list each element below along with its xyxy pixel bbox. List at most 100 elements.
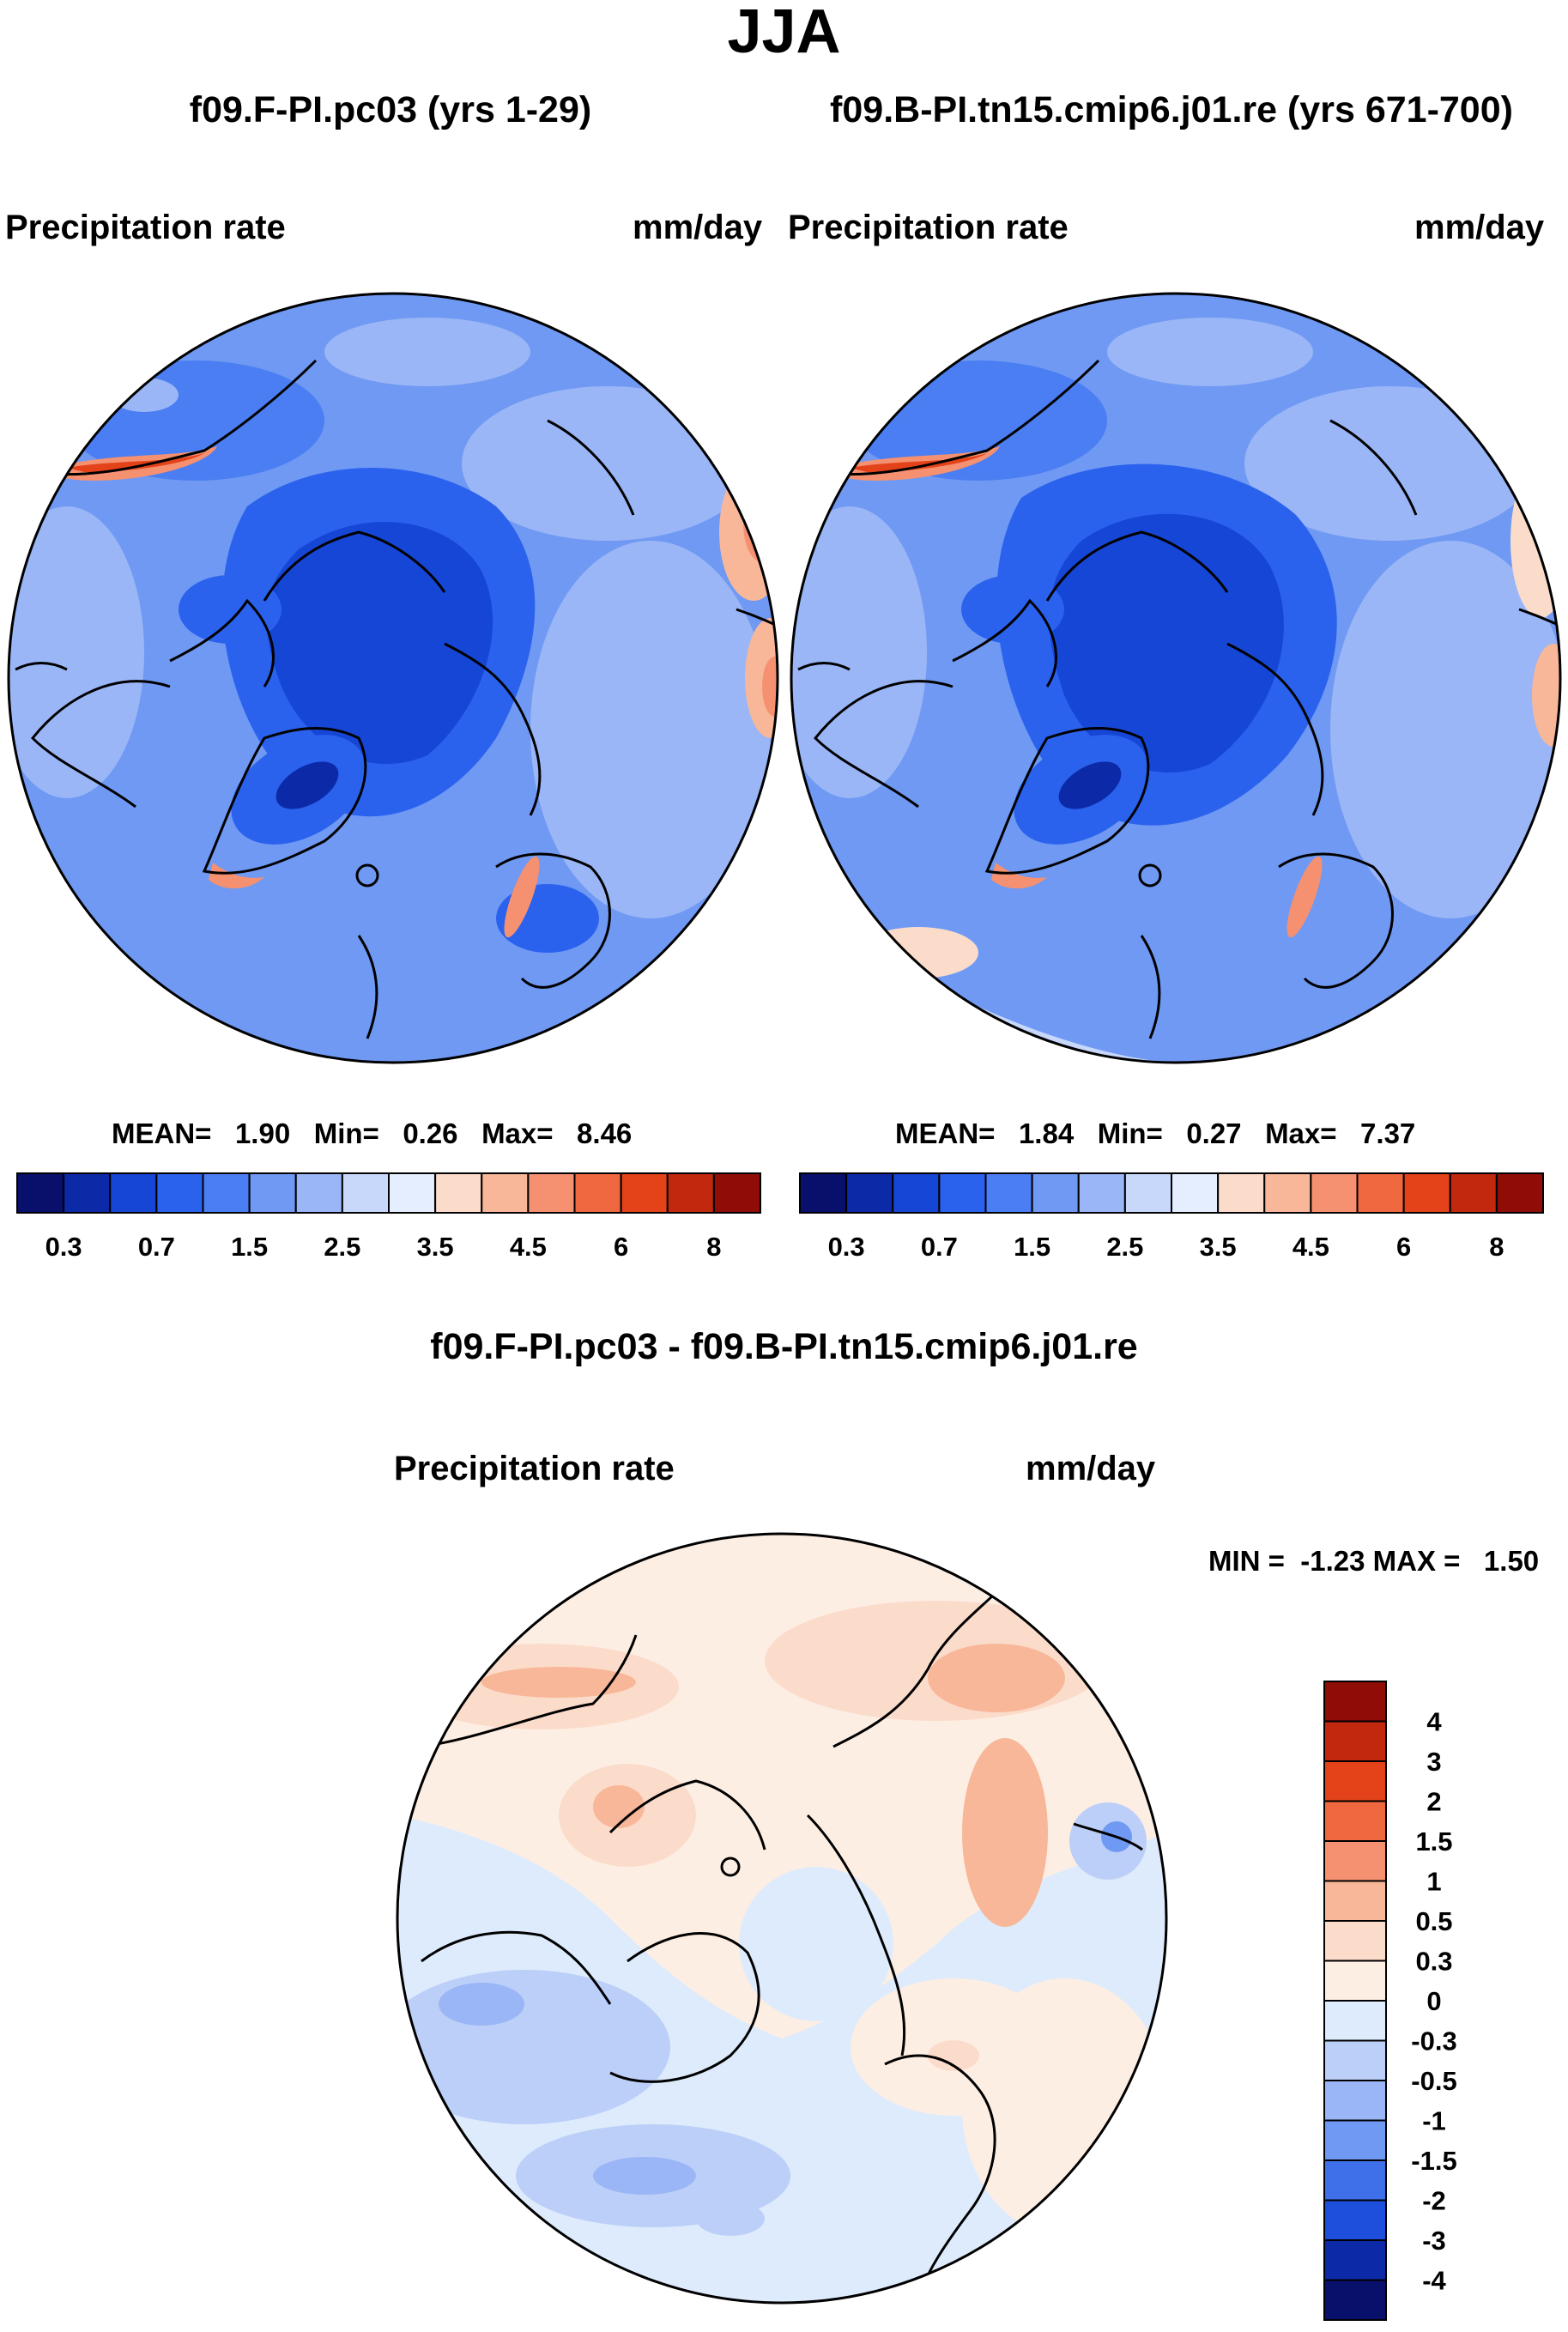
left-colorbar-tick-label: 8	[706, 1232, 721, 1262]
right-colorbar-box	[1031, 1172, 1080, 1214]
diff-colorbar-tick-label: 0	[1426, 1986, 1441, 2016]
diff-colorbar-box	[1323, 2080, 1387, 2122]
left-colorbar-box	[202, 1172, 251, 1214]
diff-colorbar-box	[1323, 1800, 1387, 1842]
right-colorbar-tick-label: 1.5	[1014, 1232, 1050, 1262]
left-colorbar-box	[109, 1172, 158, 1214]
right-colorbar-box	[984, 1172, 1033, 1214]
left-colorbar-tick-label: 0.7	[138, 1232, 175, 1262]
right-colorbar-tick-label: 2.5	[1106, 1232, 1143, 1262]
right-colorbar-box	[938, 1172, 987, 1214]
left-units-label: mm/day	[633, 209, 763, 246]
right-colorbar-box	[1356, 1172, 1405, 1214]
left-mean-value: 1.90	[234, 1118, 291, 1149]
left-colorbar-box	[63, 1172, 112, 1214]
left-min-label: Min=	[313, 1118, 379, 1149]
left-stats-line: MEAN= 1.90 Min= 0.26 Max= 8.46	[112, 1118, 632, 1150]
diff-colorbar-tick-label: 1	[1426, 1867, 1441, 1897]
right-colorbar-tick-label: 4.5	[1293, 1232, 1329, 1262]
left-colorbar-box	[434, 1172, 483, 1214]
right-colorbar-box	[1495, 1172, 1544, 1214]
right-min-label: Min=	[1097, 1118, 1163, 1149]
diff-polar-map	[396, 1532, 1168, 2305]
right-colorbar-box	[892, 1172, 941, 1214]
left-colorbar-tick-label: 6	[614, 1232, 628, 1262]
right-case-title: f09.B-PI.tn15.cmip6.j01.re (yrs 671-700)	[830, 89, 1513, 130]
diff-colorbar-tick-label: -1.5	[1411, 2146, 1456, 2176]
right-colorbar-box	[1123, 1172, 1172, 1214]
diff-colorbar-box	[1323, 2119, 1387, 2161]
right-units-label: mm/day	[1414, 209, 1545, 246]
left-colorbar-box	[155, 1172, 204, 1214]
right-variable-label: Precipitation rate	[788, 209, 1069, 246]
diff-colorbar-box	[1323, 1760, 1387, 1802]
diff-colorbar-box	[1323, 1681, 1387, 1723]
diff-map-border	[396, 1532, 1168, 2305]
right-colorbar-box	[1402, 1172, 1451, 1214]
left-variable-label: Precipitation rate	[5, 209, 286, 246]
left-colorbar-tick-label: 2.5	[324, 1232, 360, 1262]
diff-colorbar: 4 3 2 1.5 1 0.5 0.3 0 -0.3 -0.5 -1 -1.5 -2 -3 -4	[1323, 1681, 1457, 2321]
diff-units-label: mm/day	[1026, 1450, 1156, 1487]
left-colorbar-box	[666, 1172, 715, 1214]
diff-colorbar-box	[1323, 1920, 1387, 1962]
diff-stats-line: MIN = -1.23 MAX = 1.50	[1208, 1545, 1540, 1577]
left-colorbar-box	[341, 1172, 390, 1214]
diff-colorbar-box	[1323, 2039, 1387, 2081]
diff-colorbar-tick-label: -1	[1422, 2106, 1446, 2136]
diff-colorbar-tick-label: -4	[1422, 2266, 1446, 2296]
left-coastlines	[15, 359, 778, 1039]
diff-colorbar-tick-label: 4	[1426, 1707, 1442, 1737]
left-colorbar-box	[388, 1172, 437, 1214]
left-colorbar-box	[16, 1172, 65, 1214]
diff-colorbar-tick-label: -0.5	[1411, 2066, 1456, 2096]
diff-colorbar-box	[1323, 2279, 1387, 2321]
right-mean-value: 1.84	[1018, 1118, 1075, 1149]
left-colorbar-tick-label: 4.5	[510, 1232, 547, 1262]
diff-colorbar-box	[1323, 1959, 1387, 2002]
right-min-value: 0.27	[1186, 1118, 1242, 1149]
diff-colorbar-tick-label: 0.3	[1415, 1947, 1452, 1977]
diff-colorbar-tick-label: 0.5	[1415, 1906, 1452, 1936]
right-colorbar-box	[1077, 1172, 1126, 1214]
left-colorbar-box	[527, 1172, 576, 1214]
right-colorbar-box	[1171, 1172, 1220, 1214]
right-colorbar: 0.3 0.7 1.5 2.5 3.5 4.5 6 8	[799, 1172, 1544, 1262]
diff-title: f09.F-PI.pc03 - f09.B-PI.tn15.cmip6.j01.…	[430, 1326, 1138, 1367]
left-colorbar-box	[248, 1172, 297, 1214]
right-map-border	[790, 292, 1562, 1064]
right-colorbar-tick-label: 0.7	[921, 1232, 958, 1262]
diff-colorbar-box	[1323, 1720, 1387, 1762]
left-colorbar-box	[712, 1172, 761, 1214]
left-mean-label: MEAN=	[112, 1118, 212, 1149]
left-min-value: 0.26	[403, 1118, 458, 1149]
left-max-label: Max=	[481, 1118, 554, 1149]
diff-colorbar-box	[1323, 2239, 1387, 2281]
left-colorbar-box	[294, 1172, 343, 1214]
right-colorbar-box	[799, 1172, 848, 1214]
right-stats-line: MEAN= 1.84 Min= 0.27 Max= 7.37	[895, 1118, 1415, 1150]
right-colorbar-box	[1449, 1172, 1498, 1214]
diff-colorbar-tick-label: 1.5	[1415, 1826, 1452, 1857]
right-colorbar-box	[1217, 1172, 1266, 1214]
diff-colorbar-tick-label: -3	[1422, 2226, 1446, 2256]
left-colorbar-tick-label: 3.5	[417, 1232, 454, 1262]
diff-colorbar-tick-label: 2	[1426, 1787, 1441, 1817]
right-colorbar-box	[1310, 1172, 1359, 1214]
left-colorbar-tick-label: 1.5	[231, 1232, 268, 1262]
right-max-value: 7.37	[1360, 1118, 1416, 1149]
right-max-label: Max=	[1265, 1118, 1337, 1149]
diff-colorbar-box	[1323, 2000, 1387, 2042]
diff-colorbar-tick-label: -0.3	[1411, 2026, 1456, 2056]
left-max-value: 8.46	[577, 1118, 633, 1149]
diff-colorbar-tick-label: -2	[1422, 2186, 1446, 2216]
left-map-border	[7, 292, 779, 1064]
left-colorbar-box	[573, 1172, 622, 1214]
right-colorbar-tick-label: 0.3	[828, 1232, 865, 1262]
right-coastlines	[797, 359, 1560, 1039]
diff-colorbar-box	[1323, 2159, 1387, 2202]
left-polar-map	[7, 292, 779, 1064]
left-colorbar-tick-label: 0.3	[45, 1232, 82, 1262]
right-polar-map	[790, 292, 1562, 1064]
diff-variable-label: Precipitation rate	[394, 1450, 675, 1487]
